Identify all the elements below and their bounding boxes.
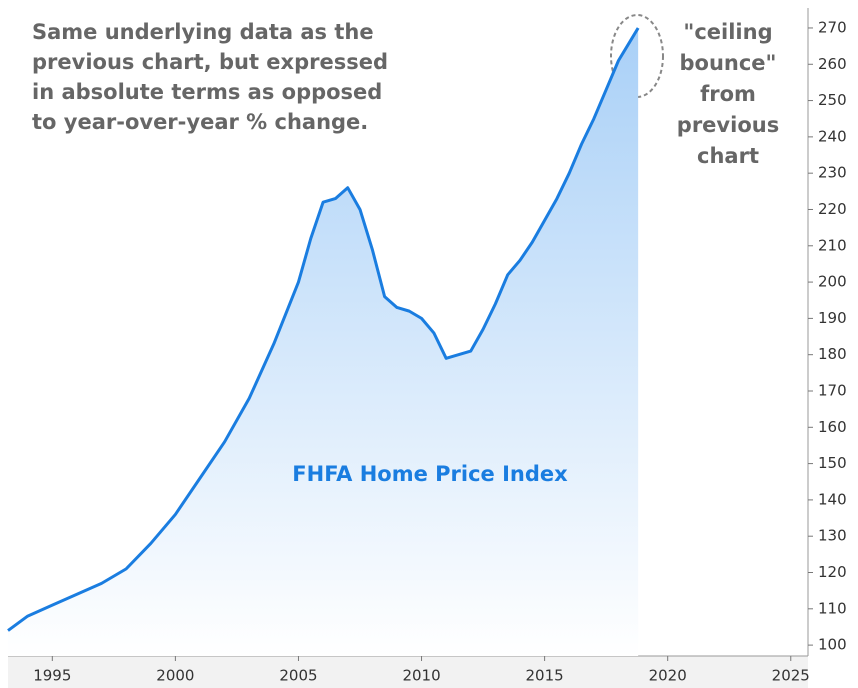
y-tick-label: 120 xyxy=(818,563,847,581)
annotation: "ceiling xyxy=(683,20,772,44)
x-tick-label: 2005 xyxy=(279,667,317,685)
x-axis-band xyxy=(8,656,808,688)
annotation: bounce" xyxy=(680,51,777,75)
y-tick-label: 190 xyxy=(818,309,847,327)
x-tick-label: 1995 xyxy=(33,667,71,685)
y-tick-label: 110 xyxy=(818,599,847,617)
x-tick-label: 2020 xyxy=(649,667,687,685)
x-tick-label: 2015 xyxy=(526,667,564,685)
line xyxy=(7,27,640,632)
y-tick-label: 260 xyxy=(818,55,847,73)
annotation: to year-over-year % change. xyxy=(32,110,368,134)
y-tick-label: 160 xyxy=(818,418,847,436)
y-tick-label: 140 xyxy=(818,490,847,508)
area-fill xyxy=(8,27,639,657)
y-tick-label: 240 xyxy=(818,127,847,145)
annotation: previous chart, but expressed xyxy=(32,50,388,74)
x-tick-label: 2010 xyxy=(402,667,440,685)
annotation: previous xyxy=(677,113,779,137)
y-tick-label: 170 xyxy=(818,381,847,399)
y-tick-label: 200 xyxy=(818,273,847,291)
x-tick-label: 2025 xyxy=(772,667,810,685)
y-tick-label: 130 xyxy=(818,527,847,545)
x-tick-label: 2000 xyxy=(156,667,194,685)
y-tick-label: 150 xyxy=(818,454,847,472)
y-tick-label: 180 xyxy=(818,345,847,363)
annotation: from xyxy=(700,82,756,106)
y-tick-label: 230 xyxy=(818,164,847,182)
highlight-ellipse xyxy=(610,14,664,98)
annotation: in absolute terms as opposed xyxy=(32,80,382,104)
y-tick-label: 220 xyxy=(818,200,847,218)
annotation: chart xyxy=(697,144,759,168)
y-tick-label: 100 xyxy=(818,636,847,654)
y-tick-label: 270 xyxy=(818,18,847,36)
series-label: FHFA Home Price Index xyxy=(292,462,568,486)
annotation: Same underlying data as the xyxy=(32,20,374,44)
y-tick-label: 250 xyxy=(818,91,847,109)
y-tick-label: 210 xyxy=(818,236,847,254)
